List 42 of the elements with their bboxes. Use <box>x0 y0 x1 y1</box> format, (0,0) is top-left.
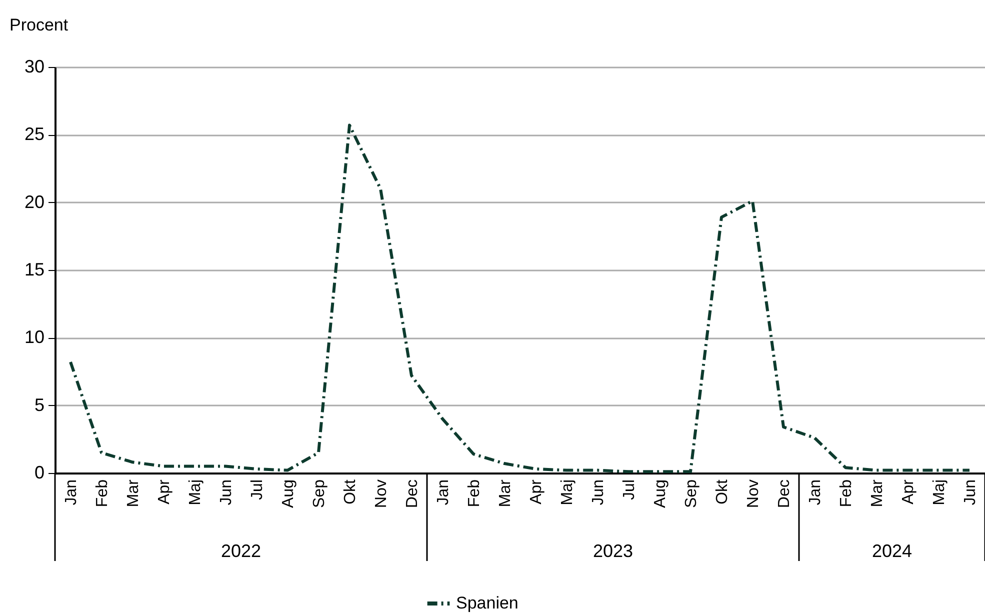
x-tick-label: Jun <box>590 480 607 506</box>
x-tick-label: Nov <box>745 480 762 508</box>
x-tick-label: Apr <box>528 478 545 504</box>
x-tick-label: Sep <box>683 479 700 508</box>
y-tick-label: 30 <box>24 56 44 76</box>
x-tick-label: Mar <box>869 478 886 508</box>
x-tick-label: Jan <box>435 480 452 506</box>
text: 2022 <box>220 541 262 561</box>
x-tick-label: Feb <box>838 479 855 508</box>
y-axis-title: Procent <box>10 16 68 34</box>
x-tick-label: Nov <box>373 480 390 508</box>
y-tick-label: 25 <box>24 124 44 144</box>
x-tick-label: Jul <box>249 480 266 500</box>
x-tick-label: Jun <box>962 480 979 506</box>
x-tick-label: Dec <box>776 480 793 508</box>
x-tick-label: Jun <box>218 480 235 506</box>
x-tick-label: Aug <box>280 480 297 508</box>
x-tick-label: Mar <box>497 478 514 508</box>
text: 2023 <box>592 541 634 561</box>
x-tick-label: Sep <box>311 479 328 508</box>
y-tick-label: 0 <box>34 462 44 482</box>
x-tick-label: Dec <box>404 480 421 508</box>
x-tick-label: Apr <box>900 478 917 504</box>
x-tick-label: Maj <box>559 480 576 506</box>
x-tick-label: Jan <box>63 480 80 506</box>
x-tick-label: Maj <box>187 480 204 506</box>
x-tick-label: Feb <box>94 479 111 508</box>
x-tick-label: Feb <box>466 479 483 508</box>
x-tick-label: Jul <box>621 480 638 500</box>
x-tick-label: Maj <box>931 480 948 506</box>
y-tick-label: 20 <box>24 192 44 212</box>
y-tick-label: 5 <box>34 394 44 415</box>
x-tick-label: Okt <box>714 478 731 504</box>
x-tick-label: Mar <box>125 478 142 508</box>
legend-label: Spanien <box>456 594 518 612</box>
x-tick-label: Okt <box>342 478 359 504</box>
y-tick-label: 15 <box>24 260 44 280</box>
x-tick-label: Apr <box>156 478 173 504</box>
y-tick-label: 10 <box>24 327 44 348</box>
x-tick-label: Jan <box>807 480 824 506</box>
x-tick-label: Aug <box>652 480 669 508</box>
text: 2024 <box>872 541 912 561</box>
